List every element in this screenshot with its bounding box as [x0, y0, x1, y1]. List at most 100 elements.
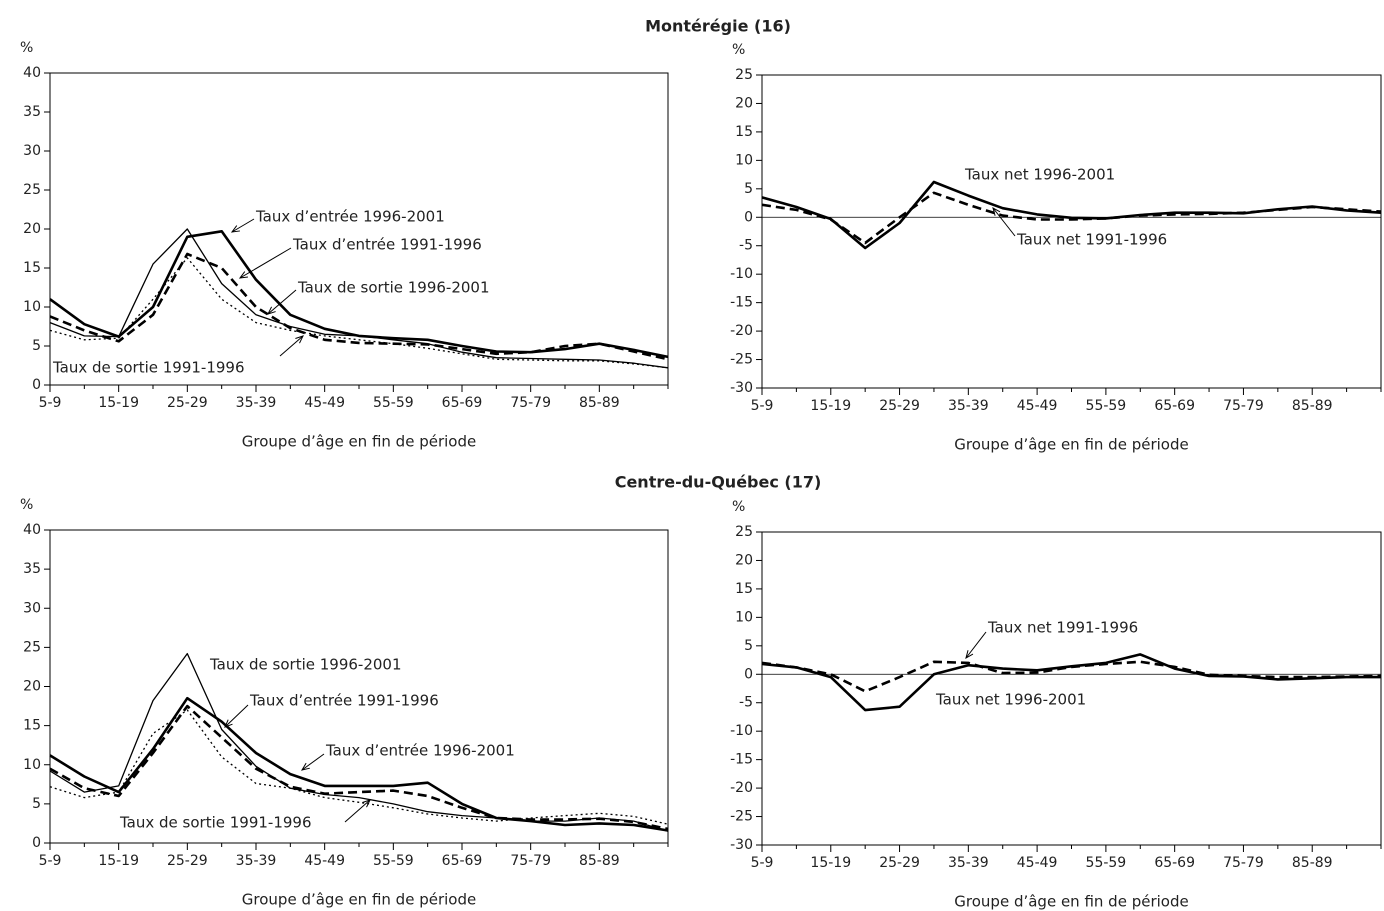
annotation-arrowhead	[224, 719, 233, 728]
y-tick-label: 0	[32, 835, 41, 851]
series-annotation: Taux de sortie 1996-2001	[209, 656, 402, 674]
x-tick-label: 25-29	[167, 395, 208, 411]
x-tick-label: 65-69	[442, 395, 483, 411]
x-tick-label: 15-19	[98, 395, 139, 411]
x-tick-label: 65-69	[1154, 855, 1195, 871]
y-tick-label: -30	[730, 380, 753, 396]
series-annotation: Taux de sortie 1991-1996	[119, 814, 312, 832]
x-tick-label: 65-69	[442, 853, 483, 869]
series-line	[49, 228, 669, 369]
series-line	[761, 180, 1382, 250]
x-tick-label: 35-39	[236, 395, 277, 411]
x-tick-label: 15-19	[810, 855, 851, 871]
series-annotation: Taux de sortie 1991-1996	[52, 359, 245, 377]
annotation-arrow	[239, 247, 292, 279]
series-line	[49, 257, 669, 369]
annotation-arrow	[344, 799, 371, 823]
series-annotation: Taux net 1996-2001	[935, 691, 1086, 709]
y-tick-label: 25	[735, 524, 753, 540]
series-line	[49, 704, 669, 831]
x-axis-label: Groupe d’âge en fin de période	[954, 893, 1188, 911]
annotation-arrowhead	[300, 762, 310, 771]
y-tick-label: -5	[739, 238, 753, 254]
annotation-arrowhead	[230, 225, 240, 233]
annotation-arrowhead	[992, 206, 1001, 216]
annotation-arrowhead	[267, 306, 276, 315]
annotation-arrowhead	[295, 335, 304, 344]
y-tick-label: 5	[744, 638, 753, 654]
x-tick-label: 15-19	[98, 853, 139, 869]
y-tick-label: 20	[23, 221, 41, 237]
x-axis-label: Groupe d’âge en fin de période	[242, 433, 476, 451]
x-tick-label: 85-89	[579, 395, 620, 411]
series-line	[49, 652, 669, 832]
x-tick-label: 5-9	[751, 855, 774, 871]
y-tick-label: 10	[23, 299, 41, 315]
x-tick-label: 25-29	[879, 855, 920, 871]
series-annotation: Taux d’entrée 1996-2001	[255, 208, 445, 226]
x-tick-label: 75-79	[1223, 398, 1264, 414]
x-tick-label: 25-29	[167, 853, 208, 869]
series-annotation: Taux net 1991-1996	[1016, 231, 1167, 249]
y-tick-label: 0	[744, 666, 753, 682]
y-tick-label: 20	[735, 95, 753, 111]
x-tick-label: 85-89	[1292, 398, 1333, 414]
y-tick-label: 25	[23, 639, 41, 655]
x-tick-label: 45-49	[1017, 855, 1058, 871]
series-annotation: Taux de sortie 1996-2001	[297, 279, 490, 297]
x-tick-label: 75-79	[510, 395, 551, 411]
y-tick-label: 40	[23, 522, 41, 538]
y-tick-label: 25	[23, 182, 41, 198]
y-tick-label: 10	[23, 757, 41, 773]
x-axis-label: Groupe d’âge en fin de période	[242, 891, 476, 909]
x-tick-label: 5-9	[39, 395, 62, 411]
x-tick-label: 75-79	[1223, 855, 1264, 871]
y-tick-label: 35	[23, 104, 41, 120]
series-annotation: Taux net 1996-2001	[964, 166, 1115, 184]
y-axis-label: %	[732, 499, 745, 515]
y-tick-label: 0	[32, 377, 41, 393]
y-tick-label: 15	[735, 124, 753, 140]
y-tick-label: -10	[730, 266, 753, 282]
series-line	[49, 252, 669, 361]
y-tick-label: 0	[744, 209, 753, 225]
x-tick-label: 35-39	[236, 853, 277, 869]
series-line	[761, 660, 1382, 693]
x-tick-label: 55-59	[1086, 855, 1127, 871]
series-annotation: Taux d’entrée 1991-1996	[249, 692, 439, 710]
y-tick-label: -20	[730, 780, 753, 796]
y-tick-label: 20	[23, 679, 41, 695]
x-tick-label: 45-49	[304, 853, 345, 869]
annotation-arrowhead	[238, 271, 248, 279]
x-tick-label: 65-69	[1154, 398, 1195, 414]
y-tick-label: -5	[739, 695, 753, 711]
y-axis-label: %	[20, 497, 33, 513]
y-axis-label: %	[732, 42, 745, 58]
y-tick-label: -15	[730, 752, 753, 768]
y-tick-label: 15	[23, 260, 41, 276]
x-tick-label: 55-59	[373, 853, 414, 869]
series-line	[761, 191, 1382, 245]
y-tick-label: 25	[735, 67, 753, 83]
y-tick-label: -10	[730, 723, 753, 739]
x-tick-label: 55-59	[1086, 398, 1127, 414]
series-annotation: Taux net 1991-1996	[987, 619, 1138, 637]
y-tick-label: 10	[735, 609, 753, 625]
y-tick-label: 20	[735, 552, 753, 568]
x-tick-label: 35-39	[948, 398, 989, 414]
annotation-arrow	[267, 289, 297, 315]
annotation-arrowhead	[362, 799, 371, 808]
annotation-arrow	[301, 753, 325, 771]
y-tick-label: 30	[23, 143, 41, 159]
annotation-arrow	[231, 218, 255, 233]
series-annotation: Taux d’entrée 1991-1996	[292, 236, 482, 254]
x-tick-label: 45-49	[1017, 398, 1058, 414]
y-tick-label: 40	[23, 65, 41, 81]
annotation-arrow	[224, 704, 249, 728]
annotation-arrow	[279, 335, 304, 357]
x-tick-label: 55-59	[373, 395, 414, 411]
annotation-arrowhead	[965, 650, 974, 660]
plot-frame	[49, 529, 669, 844]
y-tick-label: 5	[32, 796, 41, 812]
